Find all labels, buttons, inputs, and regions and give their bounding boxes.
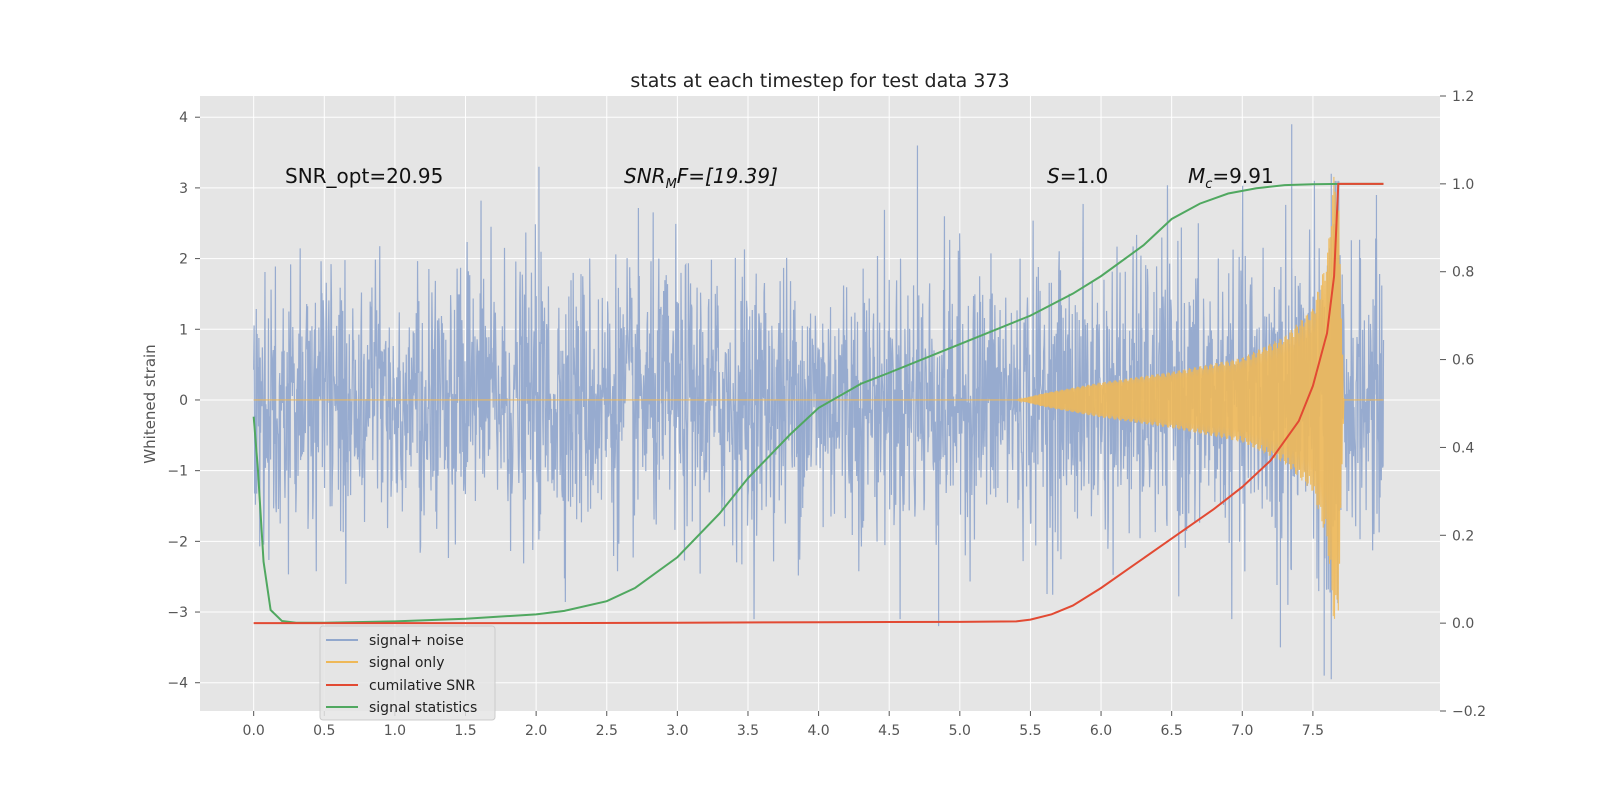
legend: signal+ noise signal only cumilative SNR… <box>319 625 496 721</box>
x-tick-label-0: 0.0 <box>243 723 265 739</box>
y-right-tick-label-4: 0.4 <box>1452 440 1474 456</box>
series-signal-only <box>253 176 1384 619</box>
y-right-tick-label-3: 0.6 <box>1452 353 1474 369</box>
y-right-tick-label-7: −0.2 <box>1452 704 1486 720</box>
legend-label-signal-only: signal only <box>369 655 444 671</box>
y-tick-label-5: −1 <box>167 464 188 480</box>
annotation-snr-mf: SNRMF=[19.39] <box>624 164 778 192</box>
y-tick-label-0: 4 <box>179 110 188 126</box>
y-right-tick-label-5: 0.2 <box>1452 528 1474 544</box>
x-tick-label-14: 7.0 <box>1231 723 1253 739</box>
x-tick-label-10: 5.0 <box>949 723 971 739</box>
y-right-tick-label-1: 1.0 <box>1452 177 1474 193</box>
y-right-tick-label-6: 0.0 <box>1452 616 1474 632</box>
y-tick-label-7: −3 <box>167 605 188 621</box>
legend-label-signal-statistics: signal statistics <box>369 700 477 716</box>
y-tick-label-8: −4 <box>167 676 188 692</box>
right-axis: 1.2 1.0 0.8 0.6 0.4 0.2 0.0 −0.2 <box>1440 89 1486 720</box>
chart-title: stats at each timestep for test data 373 <box>630 70 1009 92</box>
x-tick-label-13: 6.5 <box>1161 723 1183 739</box>
legend-label-signal-noise: signal+ noise <box>369 633 464 649</box>
y-axis-label: Whitened strain <box>141 344 159 463</box>
x-tick-label-2: 1.0 <box>384 723 406 739</box>
y-tick-label-3: 1 <box>179 322 188 338</box>
y-tick-label-1: 3 <box>179 181 188 197</box>
x-tick-label-5: 2.5 <box>596 723 618 739</box>
legend-box <box>319 625 496 721</box>
y-right-tick-label-2: 0.8 <box>1452 265 1474 281</box>
x-axis: 0.0 0.5 1.0 1.5 2.0 2.5 3.0 3.5 4.0 4.5 5.0 5.5 6.0 6… <box>243 711 1324 739</box>
annotation-snr-opt: SNR_opt=20.95 <box>285 164 443 188</box>
x-tick-label-15: 7.5 <box>1302 723 1324 739</box>
x-tick-label-11: 5.5 <box>1019 723 1041 739</box>
x-tick-label-6: 3.0 <box>666 723 688 739</box>
series-lines <box>252 182 1384 625</box>
y-tick-label-2: 2 <box>179 252 188 268</box>
legend-label-cumilative-snr: cumilative SNR <box>369 678 476 694</box>
y-tick-label-4: 0 <box>179 393 188 409</box>
x-tick-label-3: 1.5 <box>454 723 476 739</box>
x-tick-label-1: 0.5 <box>313 723 335 739</box>
left-axis: 4 3 2 1 0 −1 −2 −3 −4 <box>167 110 200 692</box>
x-tick-label-7: 3.5 <box>737 723 759 739</box>
annotation-mc: Mc=9.91 <box>1188 164 1274 192</box>
series-line-cumilative-snr <box>253 182 1384 625</box>
y-tick-label-6: −2 <box>167 534 188 550</box>
x-tick-label-12: 6.0 <box>1090 723 1112 739</box>
x-tick-label-9: 4.5 <box>878 723 900 739</box>
x-tick-label-4: 2.0 <box>525 723 547 739</box>
series-line-signal-only <box>253 176 1384 619</box>
x-tick-label-8: 4.0 <box>807 723 829 739</box>
y-right-tick-label-0: 1.2 <box>1452 89 1474 105</box>
annotation-s: S=1.0 <box>1047 164 1108 188</box>
